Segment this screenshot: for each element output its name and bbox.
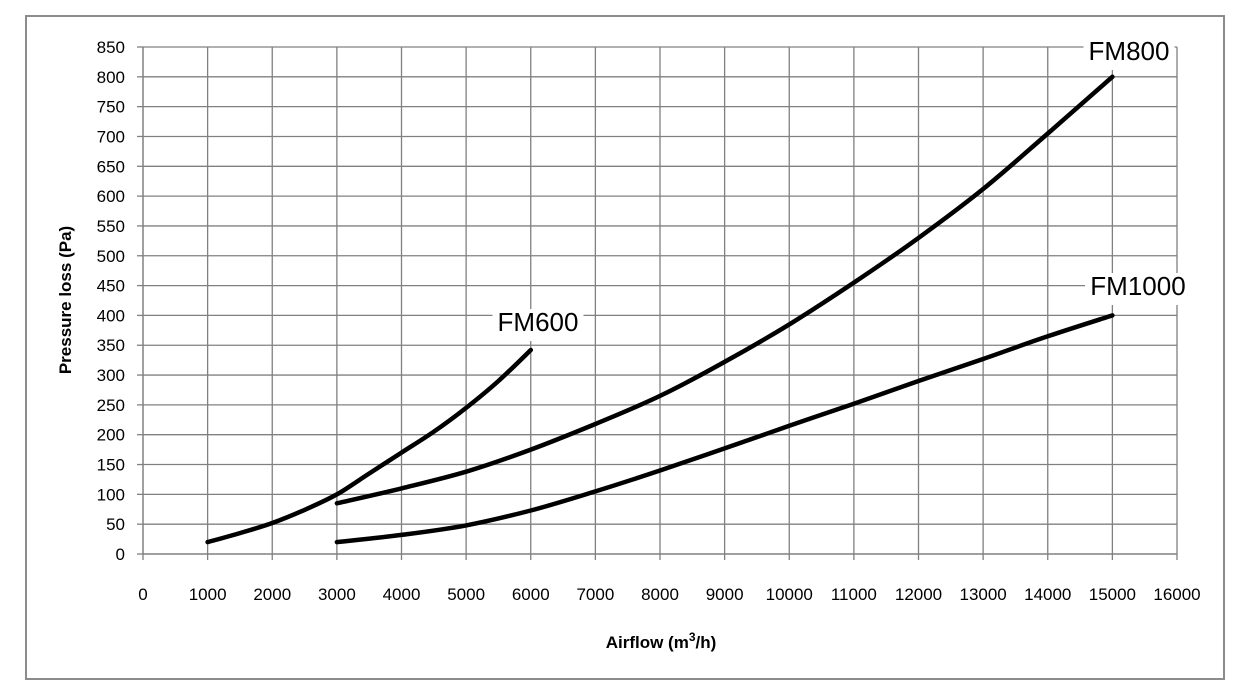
y-tick-label: 650 — [97, 157, 125, 176]
series-label-bg-fm600 — [492, 309, 584, 341]
y-tick-label: 100 — [97, 485, 125, 504]
series-line-fm600 — [205, 347, 534, 545]
y-tick-label: 500 — [97, 247, 125, 266]
x-axis-title-sup: 3 — [689, 630, 696, 644]
x-tick-label: 7000 — [576, 585, 614, 604]
x-axis-title-main: Airflow (m — [606, 633, 689, 652]
y-tick-label: 50 — [106, 515, 125, 534]
series-label-fm800: FM800 — [1089, 36, 1170, 66]
y-tick-label: 200 — [97, 426, 125, 445]
series-label-fm1000: FM1000 — [1090, 271, 1185, 301]
y-tick-label: 850 — [97, 38, 125, 57]
series-lines — [205, 74, 1115, 545]
series-line-fm1000 — [334, 313, 1115, 545]
series-labels: FM600 FM800 FM1000 — [492, 36, 1191, 341]
y-tick-label: 700 — [97, 127, 125, 146]
x-axis-title-end: /h) — [696, 633, 717, 652]
x-tick-label: 6000 — [512, 585, 550, 604]
x-tick-label: 9000 — [706, 585, 744, 604]
x-tick-label: 1000 — [189, 585, 227, 604]
y-tick-label: 450 — [97, 277, 125, 296]
x-axis-title: Airflow (m3/h) — [606, 630, 717, 652]
y-tick-label: 600 — [97, 187, 125, 206]
x-tick-label: 3000 — [318, 585, 356, 604]
series-line-fm800 — [334, 74, 1115, 506]
y-tick-label: 400 — [97, 306, 125, 325]
chart-frame — [25, 15, 1225, 680]
x-tick-label: 8000 — [641, 585, 679, 604]
y-tick-label: 800 — [97, 68, 125, 87]
x-tick-label: 12000 — [895, 585, 942, 604]
x-tick-label: 16000 — [1153, 585, 1200, 604]
x-tick-label: 14000 — [1024, 585, 1071, 604]
x-tick-label: 13000 — [959, 585, 1006, 604]
y-tick-label: 750 — [97, 98, 125, 117]
axes — [137, 46, 1178, 560]
y-tick-label: 300 — [97, 366, 125, 385]
x-tick-label: 0 — [138, 585, 147, 604]
series-label-fm600: FM600 — [498, 307, 579, 337]
y-tick-label: 350 — [97, 336, 125, 355]
x-tick-label: 10000 — [766, 585, 813, 604]
x-tick-label: 15000 — [1089, 585, 1136, 604]
x-tick-label: 4000 — [383, 585, 421, 604]
x-tick-label: 5000 — [447, 585, 485, 604]
y-tick-label: 0 — [116, 545, 125, 564]
y-axis-title: Pressure loss (Pa) — [56, 226, 75, 374]
series-label-bg-fm800 — [1083, 38, 1175, 70]
y-tick-label: 150 — [97, 456, 125, 475]
x-tick-label: 2000 — [253, 585, 291, 604]
gridlines — [143, 46, 1178, 554]
tick-labels: 0 1000 2000 3000 4000 5000 6000 7000 8000 9000 100… — [97, 38, 1201, 604]
y-tick-label: 550 — [97, 217, 125, 236]
y-tick-label: 250 — [97, 396, 125, 415]
series-label-bg-fm1000 — [1085, 273, 1191, 305]
x-tick-label: 11000 — [831, 585, 877, 604]
